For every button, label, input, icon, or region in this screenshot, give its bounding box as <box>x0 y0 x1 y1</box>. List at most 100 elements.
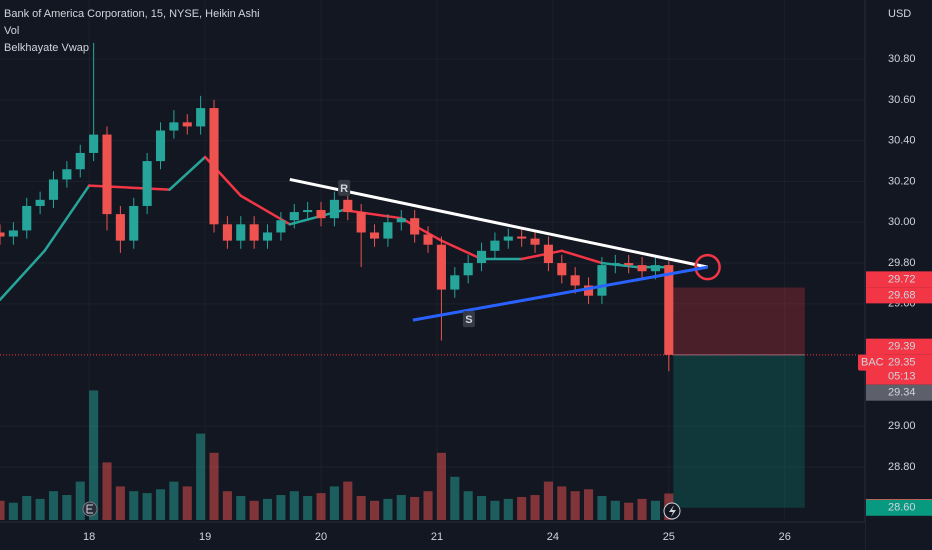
candle-body <box>517 236 527 239</box>
candle-body <box>356 212 366 233</box>
candle-body <box>650 265 660 272</box>
indicator-lines <box>0 155 671 302</box>
candle-body <box>343 199 353 213</box>
trendline-label-box <box>462 311 475 328</box>
currency: USD <box>888 8 911 20</box>
y-tick-label: 29.80 <box>888 257 916 269</box>
symbol-tag: BAC <box>861 357 884 369</box>
candle-body <box>289 212 299 221</box>
drawings: RS <box>289 177 721 328</box>
candle-body <box>530 238 540 245</box>
candle-body <box>557 263 567 276</box>
price-label-box <box>866 338 932 355</box>
candle-body <box>597 265 607 296</box>
price-label: 29.35 <box>888 357 916 369</box>
price-label-box <box>866 271 932 288</box>
x-tick-label: 26 <box>779 531 791 543</box>
volume-bar <box>222 491 232 520</box>
candle-body <box>463 263 473 276</box>
volume-pane <box>0 390 674 520</box>
price-label-box <box>866 384 932 401</box>
candle-body <box>236 224 246 241</box>
volume-bar <box>262 498 273 520</box>
candle-body <box>303 210 313 213</box>
volume-bar <box>142 493 152 520</box>
volume-bar <box>396 495 406 520</box>
candle-body <box>62 169 72 180</box>
volume-bar <box>503 498 513 520</box>
candle-body <box>436 244 446 290</box>
trendline <box>412 265 708 322</box>
candle-body <box>369 232 380 239</box>
y-tick-label: 30.00 <box>888 216 916 228</box>
candle-body <box>610 263 620 266</box>
candle-body <box>89 134 99 153</box>
volume-bar <box>463 491 473 520</box>
x-tick-label: 21 <box>431 531 443 543</box>
stop-zone <box>673 287 805 355</box>
volume-bar <box>557 486 567 520</box>
y-tick-label: 30.80 <box>888 53 916 65</box>
y-tick-label: 30.20 <box>888 175 916 187</box>
volume-bar <box>89 390 99 520</box>
candle-body <box>22 205 32 231</box>
candle-body <box>222 224 232 241</box>
candle-body <box>35 199 45 206</box>
volume-bar <box>316 493 326 520</box>
x-tick-label: 25 <box>663 531 675 543</box>
candle-body <box>664 265 674 355</box>
candle-body <box>209 108 219 225</box>
volume-bar <box>75 481 85 520</box>
candle-body <box>423 234 433 245</box>
volume-bar <box>369 500 380 520</box>
trendline <box>289 177 708 269</box>
candle-body <box>196 108 206 127</box>
vwap-segment <box>440 239 483 261</box>
price-label: 28.60 <box>888 502 916 514</box>
volume-bar <box>129 491 139 520</box>
candle-body <box>383 222 393 239</box>
candle-body <box>262 232 273 241</box>
volume-bar <box>584 489 594 520</box>
vwap-segment <box>0 249 46 302</box>
vwap-segment <box>520 249 564 261</box>
candle-body <box>490 240 500 251</box>
volume-bar <box>155 489 166 520</box>
volume-bar <box>22 496 32 520</box>
volume-bar <box>436 452 446 520</box>
earnings-icon[interactable] <box>82 501 98 517</box>
position-tool <box>0 287 865 508</box>
candle-body <box>142 161 152 206</box>
dividend-icon[interactable] <box>663 502 681 520</box>
volume-bar <box>570 491 580 520</box>
x-tick-label: 20 <box>315 531 327 543</box>
volume-bar <box>490 500 500 520</box>
axis-labels: 28.8029.0029.6029.8030.0030.2030.4030.60… <box>83 53 932 543</box>
x-tick-label: 18 <box>83 531 95 543</box>
candle-body <box>75 152 85 170</box>
earnings-glyph <box>86 504 93 514</box>
volume-bar <box>35 498 45 520</box>
volume-bar <box>637 498 647 520</box>
candle-body <box>503 236 513 241</box>
candle-body <box>115 214 125 241</box>
x-tick-label: 24 <box>547 531 559 543</box>
candle-body <box>102 134 112 215</box>
volume-bar <box>517 496 527 520</box>
volume-bar <box>0 500 5 520</box>
candle-body <box>450 275 460 290</box>
candle-body <box>129 205 139 241</box>
volume-bar <box>624 502 634 520</box>
price-label-box <box>866 499 932 516</box>
y-tick-label: 30.60 <box>888 94 916 106</box>
candle-body <box>624 263 634 266</box>
volume-bar <box>356 496 366 520</box>
vwap-segment <box>342 208 403 220</box>
indicator-name: Vol <box>4 25 19 37</box>
trendline-label: S <box>465 314 472 326</box>
candle-body <box>410 218 420 235</box>
indicator-name: Belkhayate Vwap <box>4 42 89 54</box>
candle-body <box>396 218 406 223</box>
apex-circle <box>694 253 721 281</box>
